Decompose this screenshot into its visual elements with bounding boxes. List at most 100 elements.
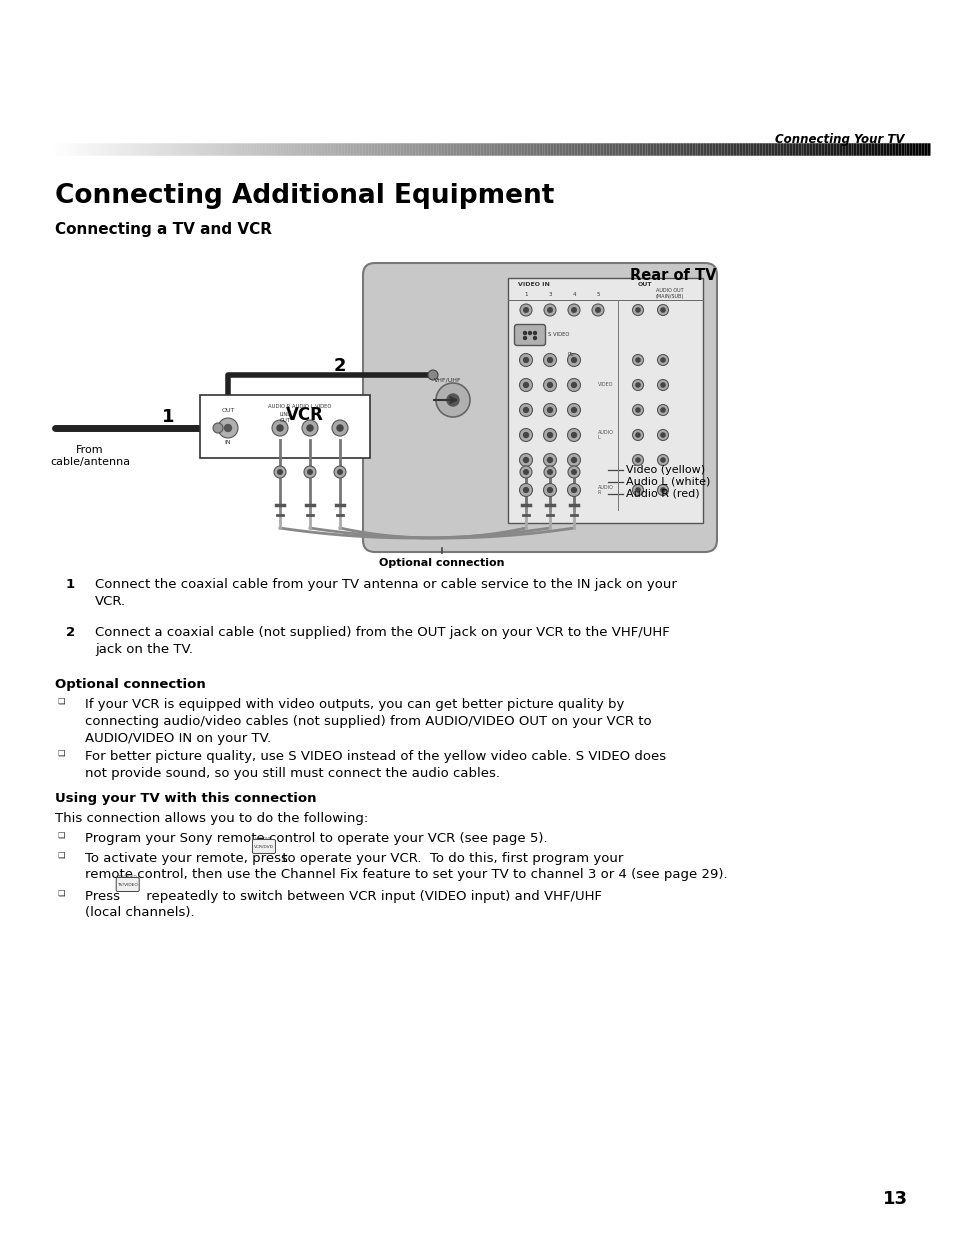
Circle shape — [523, 457, 528, 462]
Text: Connecting a TV and VCR: Connecting a TV and VCR — [55, 222, 272, 237]
Text: remote control, then use the Channel Fix feature to set your TV to channel 3 or : remote control, then use the Channel Fix… — [85, 868, 727, 881]
Circle shape — [567, 429, 579, 441]
Text: AUDIO OUT
(MAIN/SUB): AUDIO OUT (MAIN/SUB) — [656, 288, 683, 299]
Circle shape — [336, 425, 343, 431]
Circle shape — [571, 383, 576, 388]
Text: ❏: ❏ — [57, 890, 65, 899]
Circle shape — [547, 357, 552, 362]
Circle shape — [632, 305, 643, 315]
Text: Optional connection: Optional connection — [379, 558, 504, 568]
Circle shape — [547, 408, 552, 412]
Circle shape — [543, 404, 556, 416]
Circle shape — [567, 453, 579, 467]
Text: For better picture quality, use S VIDEO instead of the yellow video cable. S VID: For better picture quality, use S VIDEO … — [85, 750, 665, 781]
Circle shape — [660, 408, 664, 412]
Circle shape — [543, 353, 556, 367]
Circle shape — [543, 429, 556, 441]
Circle shape — [595, 308, 599, 312]
Circle shape — [523, 331, 526, 335]
Text: Press: Press — [85, 890, 124, 903]
Circle shape — [547, 488, 552, 493]
Text: AUDIO
L: AUDIO L — [598, 430, 613, 441]
Circle shape — [213, 424, 223, 433]
Text: OUT: OUT — [638, 282, 652, 287]
Circle shape — [528, 331, 531, 335]
Circle shape — [519, 466, 532, 478]
Circle shape — [571, 469, 576, 474]
Circle shape — [523, 469, 528, 474]
Circle shape — [543, 453, 556, 467]
Text: Pb: Pb — [567, 352, 574, 357]
Circle shape — [571, 457, 576, 462]
Circle shape — [660, 433, 664, 437]
Text: Connect a coaxial cable (not supplied) from the OUT jack on your VCR to the VHF/: Connect a coaxial cable (not supplied) f… — [95, 626, 669, 656]
Circle shape — [657, 379, 668, 390]
Text: TV/VIDEO: TV/VIDEO — [117, 883, 138, 887]
Circle shape — [660, 488, 664, 492]
Text: Video (yellow): Video (yellow) — [625, 466, 704, 475]
Circle shape — [632, 430, 643, 441]
Circle shape — [519, 353, 532, 367]
Text: (local channels).: (local channels). — [85, 906, 194, 919]
Circle shape — [523, 336, 526, 340]
Circle shape — [567, 404, 579, 416]
Circle shape — [523, 432, 528, 437]
Circle shape — [632, 354, 643, 366]
Circle shape — [571, 408, 576, 412]
Text: Audio L (white): Audio L (white) — [625, 477, 710, 487]
Circle shape — [447, 394, 458, 406]
Circle shape — [523, 408, 528, 412]
Text: 2: 2 — [66, 626, 75, 638]
Circle shape — [657, 430, 668, 441]
Circle shape — [272, 420, 288, 436]
Text: LINE: LINE — [280, 412, 292, 417]
Text: 1: 1 — [66, 578, 75, 592]
FancyBboxPatch shape — [253, 840, 275, 853]
Circle shape — [436, 383, 470, 417]
Circle shape — [547, 308, 552, 312]
FancyBboxPatch shape — [514, 325, 545, 346]
Circle shape — [636, 308, 639, 312]
Circle shape — [547, 383, 552, 388]
Circle shape — [636, 408, 639, 412]
Text: repeatedly to switch between VCR input (VIDEO input) and VHF/UHF: repeatedly to switch between VCR input (… — [142, 890, 601, 903]
Circle shape — [224, 425, 232, 431]
Circle shape — [308, 469, 312, 474]
Circle shape — [523, 488, 528, 493]
Text: Connecting Additional Equipment: Connecting Additional Equipment — [55, 183, 554, 209]
Text: VCR: VCR — [286, 406, 324, 424]
Text: 3: 3 — [548, 291, 551, 296]
Text: VCR/DVD: VCR/DVD — [253, 845, 274, 848]
Circle shape — [337, 469, 342, 474]
Circle shape — [274, 466, 286, 478]
Text: OUT: OUT — [280, 417, 291, 424]
Text: 5: 5 — [596, 291, 599, 296]
Text: Optional connection: Optional connection — [55, 678, 206, 692]
Circle shape — [547, 469, 552, 474]
Text: Connecting Your TV: Connecting Your TV — [775, 133, 904, 146]
Circle shape — [571, 308, 576, 312]
Circle shape — [332, 420, 348, 436]
Circle shape — [519, 453, 532, 467]
Circle shape — [543, 466, 556, 478]
Text: 4: 4 — [572, 291, 576, 296]
Circle shape — [571, 488, 576, 493]
Text: AUDIO R AUDIO L VIDEO: AUDIO R AUDIO L VIDEO — [268, 404, 331, 409]
Text: S VIDEO: S VIDEO — [547, 331, 569, 336]
Circle shape — [632, 454, 643, 466]
Circle shape — [657, 484, 668, 495]
Text: If your VCR is equipped with video outputs, you can get better picture quality b: If your VCR is equipped with video outpu… — [85, 698, 651, 745]
Circle shape — [632, 484, 643, 495]
Circle shape — [533, 336, 536, 340]
Circle shape — [657, 305, 668, 315]
FancyBboxPatch shape — [116, 878, 139, 892]
Text: This connection allows you to do the following:: This connection allows you to do the fol… — [55, 811, 368, 825]
Circle shape — [657, 454, 668, 466]
Circle shape — [571, 432, 576, 437]
Circle shape — [547, 457, 552, 462]
Circle shape — [218, 417, 237, 438]
Circle shape — [567, 483, 579, 496]
Circle shape — [519, 483, 532, 496]
Circle shape — [547, 432, 552, 437]
Circle shape — [543, 378, 556, 391]
